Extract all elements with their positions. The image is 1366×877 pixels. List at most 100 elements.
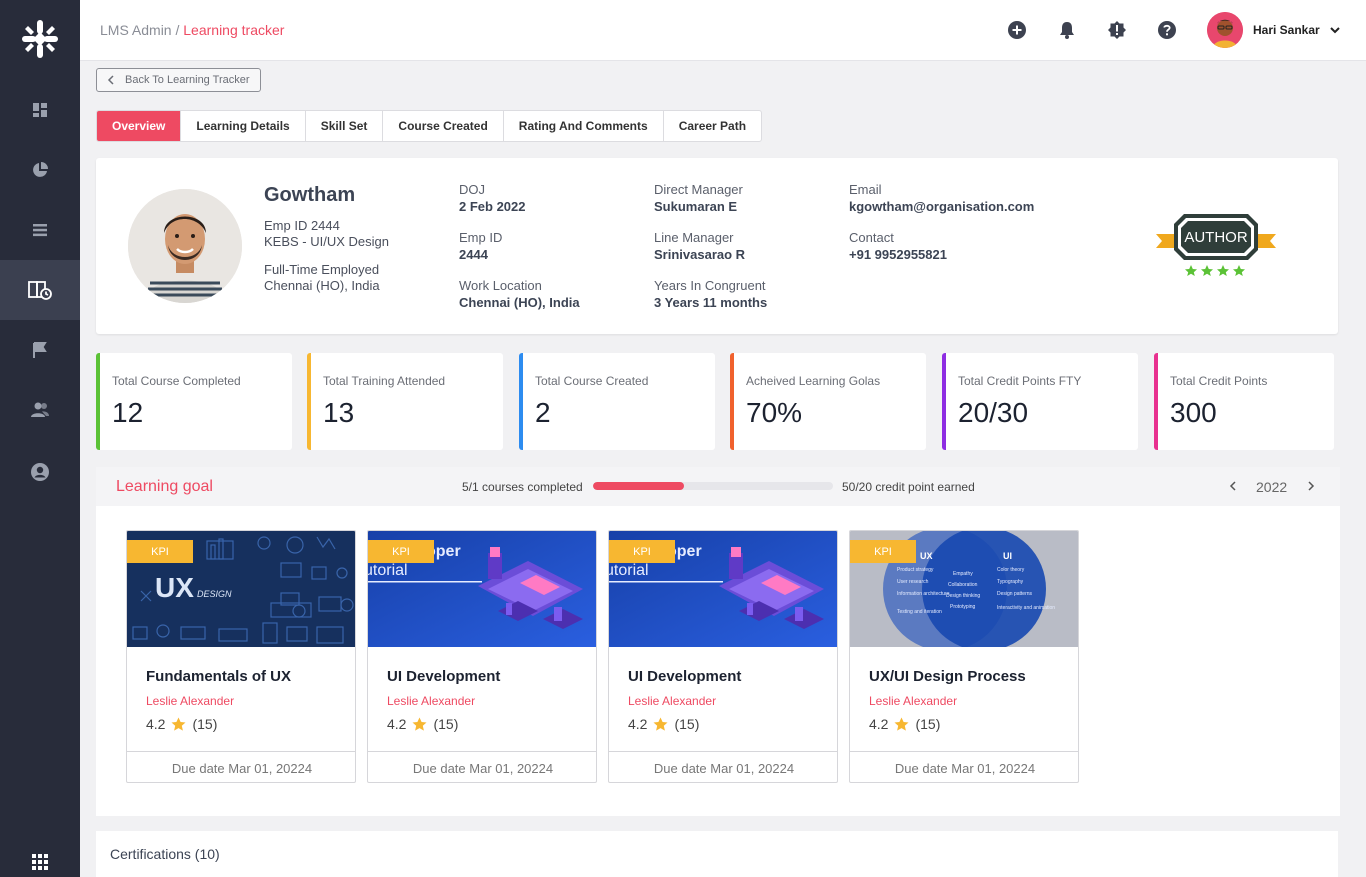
tab-course-created[interactable]: Course Created	[383, 111, 504, 141]
sidebar-item-learning-tracker[interactable]	[0, 260, 80, 320]
credit-points-text: 50/20 credit point earned	[842, 480, 975, 494]
chevron-right-icon[interactable]	[1304, 479, 1318, 493]
stat-value: 70%	[746, 397, 803, 428]
stat-label: Total Course Created	[535, 374, 649, 388]
svg-text:Typography: Typography	[997, 579, 1024, 585]
progress-fill	[593, 482, 685, 490]
list-icon	[33, 224, 47, 237]
svg-text:Empathy: Empathy	[953, 571, 973, 577]
user-name[interactable]: Hari Sankar	[1253, 23, 1320, 37]
field-label: Direct Manager	[654, 182, 743, 197]
chevron-left-icon[interactable]	[1226, 479, 1240, 493]
field-value: Sukumaran E	[654, 199, 738, 214]
field-value: kgowtham@organisation.com	[849, 199, 1035, 214]
course-title: UX/UI Design Process	[869, 668, 1026, 685]
field-label: Emp ID	[459, 230, 503, 245]
stat-total-course-created: Total Course Created 2	[519, 353, 715, 450]
field-emp-id: Emp ID 2444	[459, 230, 502, 262]
course-card[interactable]: oper utorial KPI UI Development Leslie A…	[608, 530, 838, 783]
course-rating: 4.2 (15)	[387, 716, 458, 732]
course-due-date: Due date Mar 01, 20224	[609, 751, 837, 782]
tab-learning-details[interactable]: Learning Details	[181, 111, 306, 141]
back-button-label: Back To Learning Tracker	[125, 74, 250, 86]
course-title: UI Development	[628, 668, 742, 685]
learning-goal-header: Learning goal 5/1 courses completed 50/2…	[96, 467, 1340, 506]
course-title: Fundamentals of UX	[146, 668, 292, 685]
course-author[interactable]: Leslie Alexander	[387, 694, 476, 708]
help-icon[interactable]	[1157, 20, 1177, 40]
account-icon	[31, 463, 49, 481]
course-rating: 4.2 (15)	[146, 716, 217, 732]
stat-value: 2	[535, 397, 551, 428]
profile-employment-type: Full-Time Employed	[264, 262, 380, 277]
learning-goal-title: Learning goal	[116, 478, 213, 495]
add-icon[interactable]	[1007, 20, 1027, 40]
profile-card: Gowtham Emp ID 2444 KEBS - UI/UX Design …	[96, 158, 1338, 334]
course-due-date: Due date Mar 01, 20224	[850, 751, 1078, 782]
course-author[interactable]: Leslie Alexander	[869, 694, 958, 708]
chevron-down-icon[interactable]	[1329, 24, 1341, 36]
year-label: 2022	[1256, 479, 1288, 495]
kpi-badge: KPI	[850, 540, 916, 563]
course-author[interactable]: Leslie Alexander	[146, 694, 235, 708]
chevron-left-icon	[107, 75, 114, 85]
apps-grid-icon[interactable]	[32, 854, 48, 870]
tab-rating-and-comments[interactable]: Rating And Comments	[504, 111, 664, 141]
sidebar-item-dashboard[interactable]	[0, 80, 80, 140]
learning-goal-progress-bar	[593, 482, 833, 490]
alert-icon[interactable]	[1107, 20, 1127, 40]
svg-text:Interactivity and animation: Interactivity and animation	[997, 605, 1055, 611]
tab-overview[interactable]: Overview	[97, 111, 182, 141]
profile-name: Gowtham	[264, 184, 356, 206]
tab-career-path[interactable]: Career Path	[678, 119, 747, 133]
course-rating: 4.2 (15)	[869, 716, 940, 732]
sidebar-item-list[interactable]	[0, 200, 80, 260]
stat-label: Total Credit Points FTY	[958, 374, 1082, 388]
breadcrumb: LMS Admin / Learning tracker	[100, 22, 284, 38]
course-card[interactable]: UX UI Product strategy User research Inf…	[849, 530, 1079, 783]
sidebar-item-flag[interactable]	[0, 320, 80, 380]
field-line-manager: Line Manager Srinivasarao R	[654, 230, 745, 262]
bell-icon[interactable]	[1057, 20, 1077, 40]
asterisk-logo-icon[interactable]	[20, 18, 60, 60]
stat-achieved-learning-goals: Acheived Learning Golas 70%	[730, 353, 926, 450]
field-direct-manager: Direct Manager Sukumaran E	[654, 182, 743, 214]
breadcrumb-root[interactable]: LMS Admin /	[100, 22, 180, 38]
sidebar	[0, 0, 80, 877]
field-email: Email kgowtham@organisation.com	[849, 182, 1034, 214]
rating-value: 4.2	[869, 716, 889, 732]
stat-value: 300	[1170, 397, 1217, 428]
certifications-title[interactable]: Certifications (10)	[110, 846, 220, 862]
star-icon	[171, 717, 186, 731]
svg-text:User research: User research	[897, 579, 929, 585]
top-header: LMS Admin / Learning tracker Hari Sankar	[80, 0, 1366, 61]
sidebar-item-users[interactable]	[0, 380, 80, 440]
thumbnail-title: UX	[155, 572, 194, 603]
stat-value: 13	[323, 397, 355, 428]
tab-skill-set[interactable]: Skill Set	[306, 111, 384, 141]
sidebar-item-reports[interactable]	[0, 140, 80, 200]
rating-value: 4.2	[146, 716, 166, 732]
thumbnail-subtitle: DESIGN	[197, 589, 232, 599]
author-badge: AUTHOR	[1156, 214, 1276, 276]
review-count: (15)	[915, 716, 941, 732]
dashboard-icon	[33, 103, 47, 117]
user-avatar[interactable]	[1207, 12, 1243, 48]
sidebar-item-account[interactable]	[0, 442, 80, 502]
stat-label: Total Credit Points	[1170, 374, 1268, 388]
kpi-badge: KPI	[609, 540, 675, 563]
stat-label: Acheived Learning Golas	[746, 374, 881, 388]
users-icon	[31, 402, 49, 417]
course-author[interactable]: Leslie Alexander	[628, 694, 717, 708]
field-label: Work Location	[459, 278, 542, 293]
thumbnail-subtitle: utorial	[609, 562, 649, 579]
course-card[interactable]: oper utorial KPI UI Development Leslie A…	[367, 530, 597, 783]
review-count: (15)	[192, 716, 218, 732]
star-icon	[653, 717, 668, 731]
course-card[interactable]: UX DESIGN KPI Fundamentals of UX Leslie …	[126, 530, 356, 783]
svg-text:Product strategy: Product strategy	[897, 567, 934, 573]
star-icon	[894, 717, 909, 731]
stat-total-credit-points-fty: Total Credit Points FTY 20/30	[942, 353, 1138, 450]
venn-right-label: UI	[1003, 551, 1012, 561]
back-to-learning-tracker-button[interactable]: Back To Learning Tracker	[96, 68, 261, 92]
